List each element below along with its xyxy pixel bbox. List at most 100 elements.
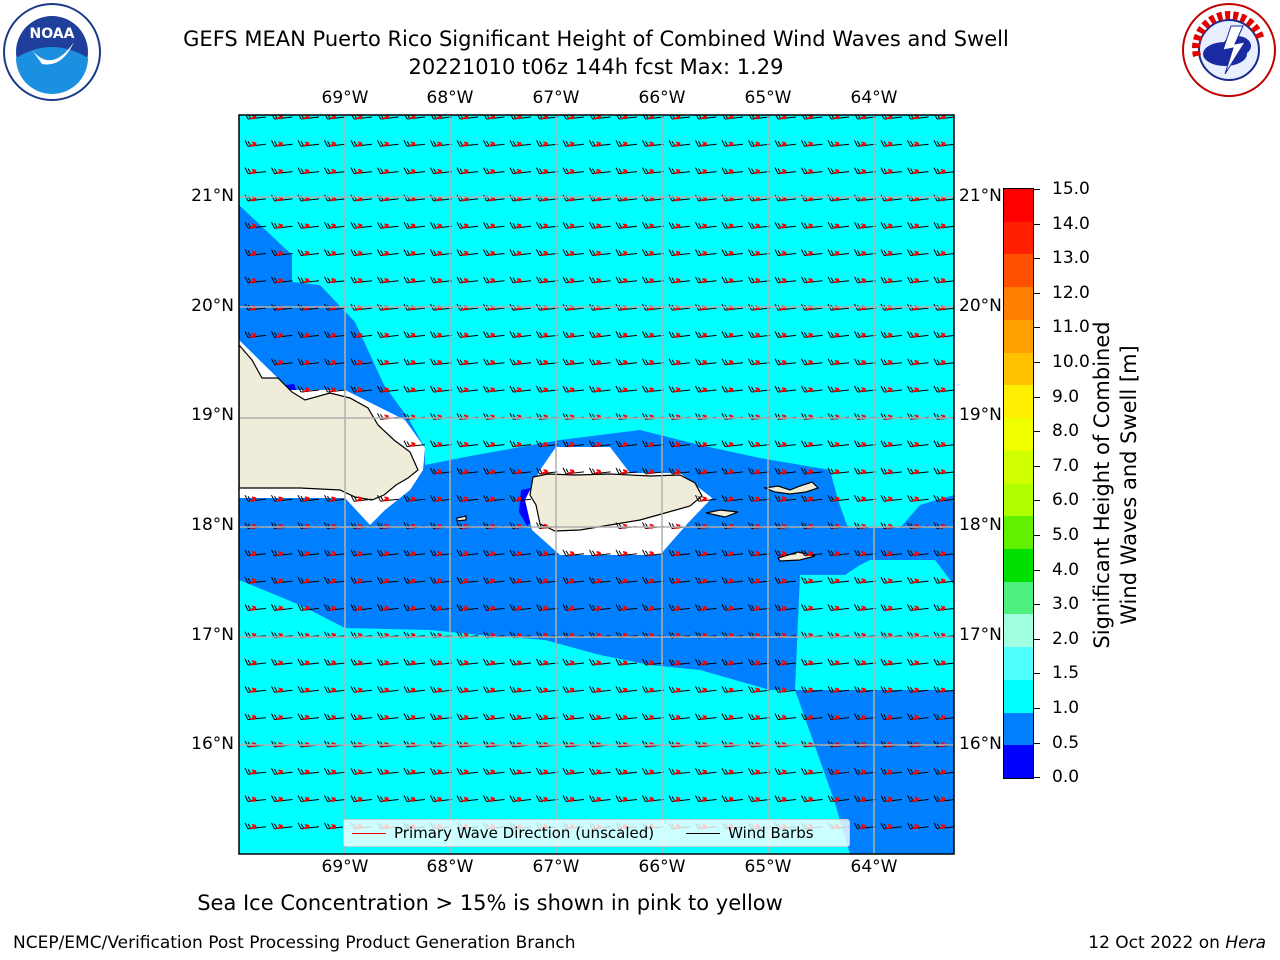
- wave-direction-arrow: [832, 387, 840, 393]
- wave-direction-arrow: [408, 796, 416, 803]
- colorbar-segment: [1004, 319, 1033, 354]
- wave-direction-arrow: [249, 660, 257, 666]
- wave-direction-arrow: [567, 441, 575, 448]
- wave-direction-arrow: [276, 796, 284, 803]
- sea-ice-note: Sea Ice Concentration > 15% is shown in …: [197, 891, 783, 915]
- colorbar-tick-mark: [1034, 292, 1040, 294]
- colorbar-segment: [1004, 385, 1033, 419]
- wave-direction-arrow: [329, 141, 337, 148]
- svg-text:NOAA: NOAA: [30, 26, 75, 42]
- wave-direction-arrow: [514, 605, 522, 612]
- wave-direction-arrow: [435, 578, 443, 584]
- wave-direction-arrow: [912, 714, 920, 721]
- wave-direction-arrow: [700, 387, 708, 393]
- wave-direction-arrow: [488, 469, 496, 475]
- wave-direction-arrow: [779, 387, 787, 393]
- wave-direction-arrow: [594, 278, 602, 284]
- wave-direction-arrow: [647, 332, 655, 339]
- wave-direction-arrow: [700, 168, 708, 175]
- wave-direction-arrow: [408, 359, 416, 366]
- wave-direction-arrow: [541, 141, 549, 148]
- wave-direction-arrow: [461, 168, 469, 175]
- wave-direction-arrow: [885, 796, 893, 803]
- chart-title: GEFS MEAN Puerto Rico Significant Height…: [183, 27, 1009, 51]
- wave-direction-arrow: [249, 605, 257, 612]
- wave-direction-arrow: [779, 496, 787, 502]
- wave-direction-arrow: [806, 441, 814, 448]
- st-croix-island: [777, 551, 816, 562]
- wave-direction-arrow: [938, 141, 946, 148]
- wave-direction-arrow: [885, 769, 893, 775]
- wave-direction-arrow: [673, 605, 681, 612]
- wave-direction-arrow: [620, 469, 628, 475]
- colorbar-title-line2: Wind Waves and Swell [m]: [1117, 345, 1141, 625]
- wave-direction-arrow: [382, 141, 390, 148]
- wave-direction-arrow: [488, 687, 496, 694]
- wave-direction-arrow: [408, 687, 416, 694]
- wave-direction-arrow: [726, 796, 734, 803]
- wave-direction-arrow: [435, 796, 443, 803]
- wave-direction-arrow: [832, 660, 840, 666]
- wave-direction-arrow: [885, 278, 893, 284]
- wave-direction-arrow: [885, 223, 893, 229]
- wave-direction-arrow: [647, 660, 655, 666]
- wave-direction-arrow: [461, 796, 469, 803]
- wave-direction-arrow: [355, 578, 363, 584]
- wave-direction-arrow: [859, 605, 867, 612]
- wave-direction-arrow: [541, 332, 549, 339]
- wave-direction-arrow: [620, 141, 628, 148]
- wave-direction-arrow: [859, 141, 867, 148]
- lat-tick-right: 20°N: [959, 296, 1002, 316]
- colorbar-tick-label: 0.0: [1052, 767, 1080, 788]
- lat-tick-right: 21°N: [959, 186, 1002, 206]
- wave-direction-arrow: [461, 605, 469, 612]
- colorbar-segment: [1004, 221, 1033, 255]
- wave-direction-arrow: [329, 278, 337, 284]
- wave-direction-arrow: [355, 496, 363, 502]
- wave-direction-arrow: [461, 278, 469, 284]
- wave-direction-arrow: [514, 469, 522, 475]
- wave-direction-arrow: [806, 796, 814, 803]
- wave-direction-arrow: [408, 551, 416, 557]
- wave-direction-arrow: [647, 359, 655, 366]
- wave-direction-arrow: [514, 796, 522, 803]
- wave-direction-arrow: [806, 578, 814, 584]
- colorbar-segment: [1004, 548, 1033, 583]
- wave-direction-arrow: [726, 605, 734, 612]
- wave-direction-arrow: [620, 250, 628, 257]
- wave-direction-arrow: [938, 496, 946, 502]
- wave-direction-arrow: [302, 223, 310, 229]
- wave-direction-arrow: [647, 687, 655, 694]
- wave-direction-arrow: [514, 551, 522, 557]
- wave-direction-arrow: [753, 141, 761, 148]
- wave-direction-arrow: [355, 387, 363, 393]
- wave-direction-arrow: [779, 441, 787, 448]
- wave-direction-arrow: [885, 469, 893, 475]
- lon-tick-top: 65°W: [744, 88, 792, 108]
- wave-direction-arrow: [938, 769, 946, 775]
- wave-direction-arrow: [620, 168, 628, 175]
- wave-direction-arrow: [938, 551, 946, 557]
- wave-direction-arrow: [541, 441, 549, 448]
- wave-direction-arrow: [461, 359, 469, 366]
- wave-direction-arrow: [488, 387, 496, 393]
- wave-direction-arrow: [885, 551, 893, 557]
- wave-direction-arrow: [885, 660, 893, 666]
- wave-direction-arrow: [276, 141, 284, 148]
- wave-direction-arrow: [779, 605, 787, 612]
- wave-direction-arrow: [541, 250, 549, 257]
- wave-direction-arrow: [700, 769, 708, 775]
- wind-barb-legend-label: Wind Barbs: [728, 824, 814, 842]
- wave-direction-arrow: [753, 769, 761, 775]
- colorbar-tick-label: 1.0: [1052, 698, 1080, 718]
- wave-direction-arrow: [885, 387, 893, 393]
- colorbar-tick-mark: [1034, 638, 1040, 640]
- wave-direction-arrow: [673, 223, 681, 229]
- wave-direction-arrow: [832, 141, 840, 148]
- wave-direction-arrow: [302, 168, 310, 175]
- wave-direction-arrow: [912, 441, 920, 448]
- wave-direction-arrow: [859, 469, 867, 475]
- wave-direction-arrow: [700, 141, 708, 148]
- wave-direction-arrow: [726, 387, 734, 393]
- wave-direction-arrow: [594, 605, 602, 612]
